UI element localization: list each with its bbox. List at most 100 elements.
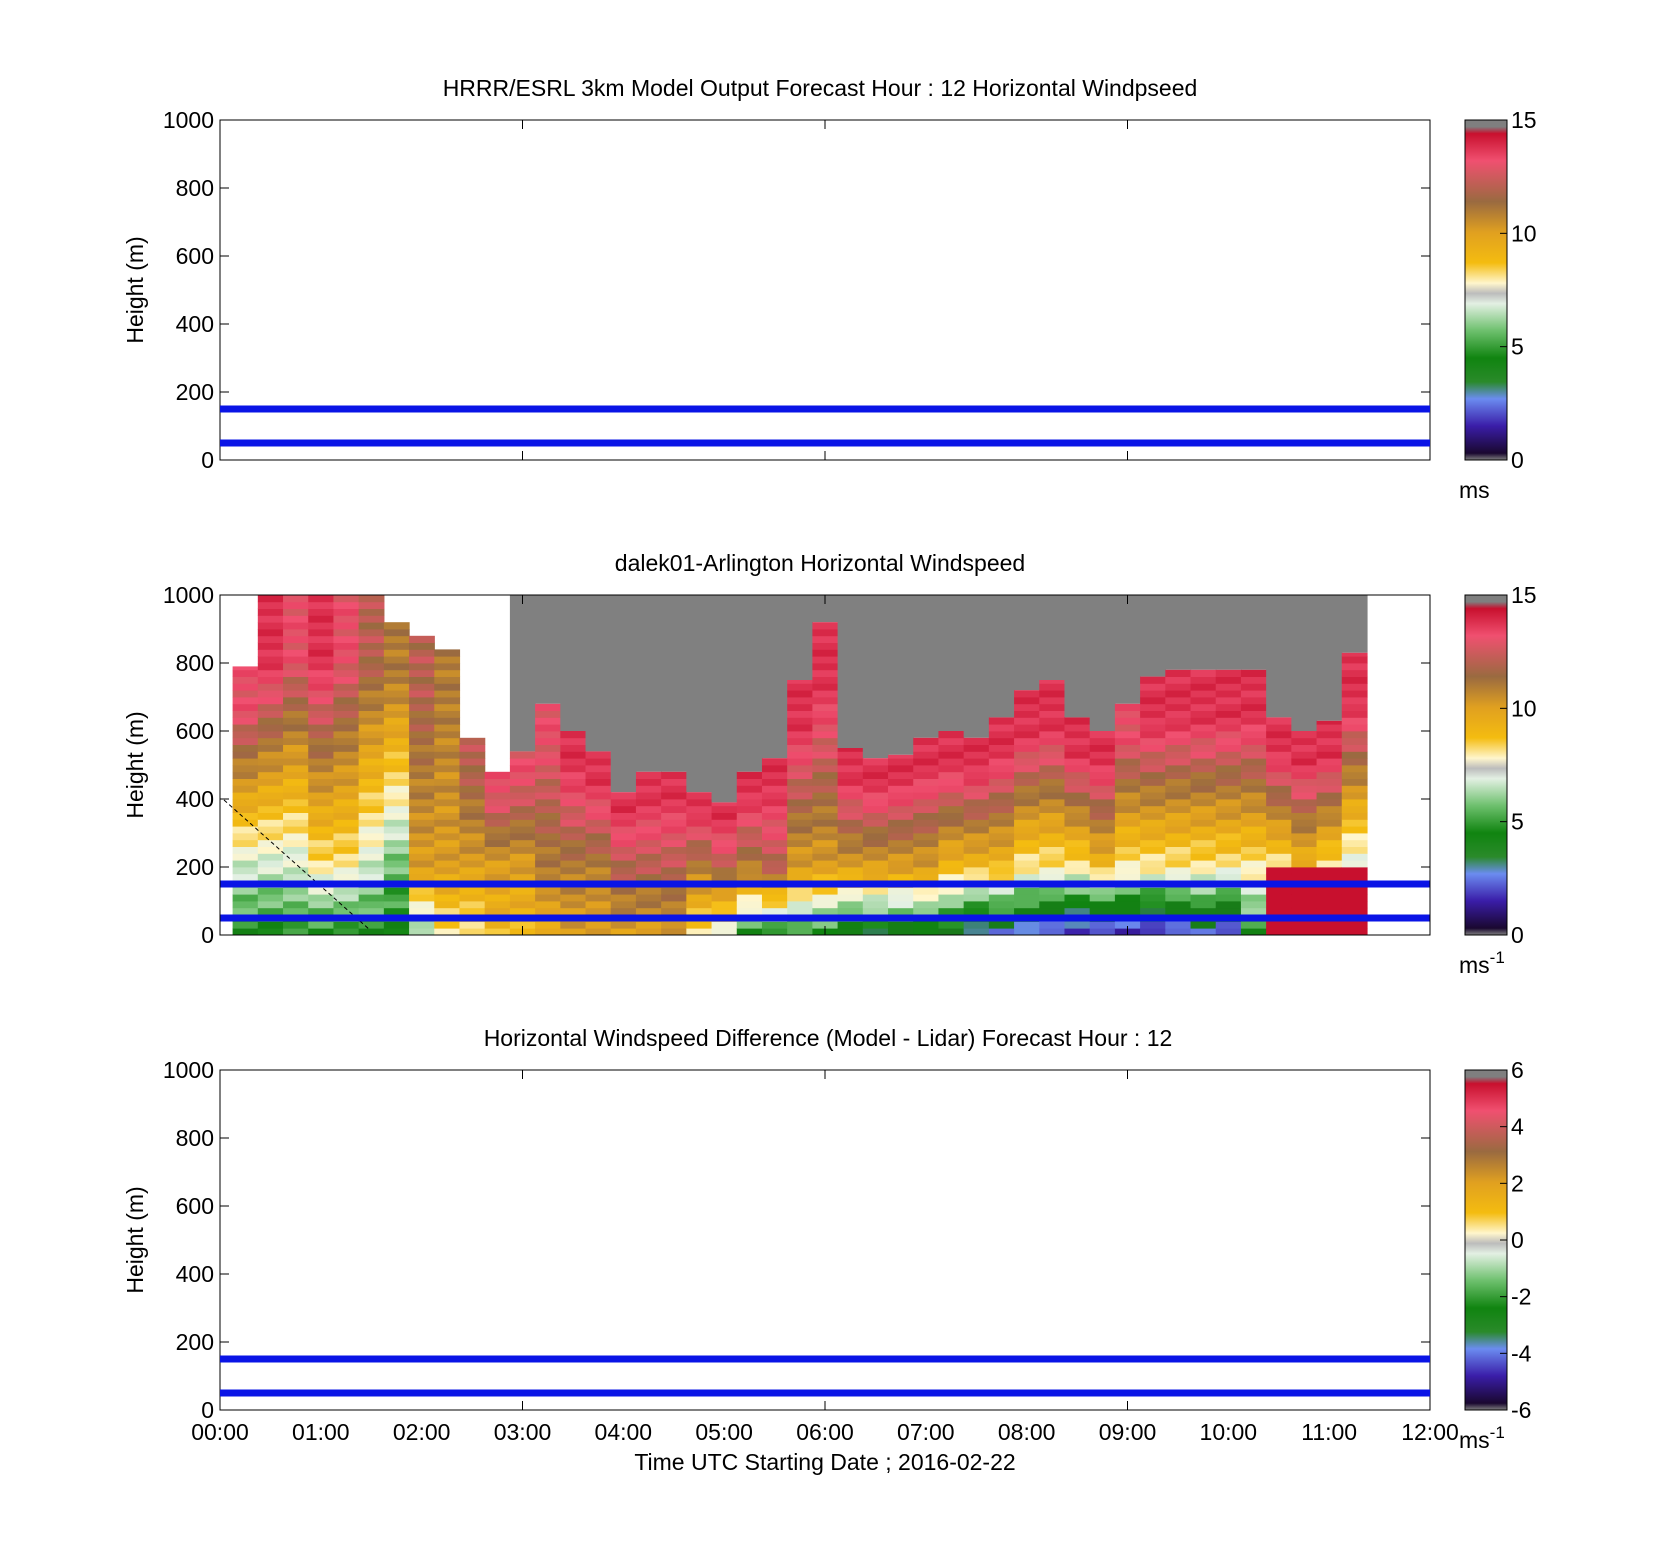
lidar-cell [837, 867, 864, 875]
lidar-cell [257, 669, 284, 677]
panel-model-reference-lines [220, 405, 1430, 447]
lidar-cell [635, 928, 662, 936]
lidar-cell [358, 765, 385, 773]
lidar-cell [283, 928, 309, 936]
lidar-cell [1215, 846, 1242, 854]
lidar-cell [1114, 894, 1141, 902]
lidar-cell [1240, 710, 1267, 718]
lidar-cell [1341, 703, 1368, 711]
colorbar-tick-label: -2 [1511, 1284, 1531, 1310]
lidar-cell [308, 833, 335, 841]
lidar-cell [1140, 771, 1166, 779]
lidar-cell [635, 921, 662, 929]
lidar-cell [1089, 805, 1116, 813]
lidar-cell [761, 771, 788, 779]
lidar-cell [963, 778, 990, 786]
lidar-cell [409, 887, 435, 895]
lidar-cell [383, 676, 410, 684]
lidar-cell [862, 846, 889, 854]
lidar-cell [1291, 921, 1318, 929]
lidar-cell [711, 812, 738, 820]
lidar-cell [283, 601, 309, 609]
lidar-cell [358, 710, 385, 718]
lidar-cell [1266, 901, 1292, 909]
lidar-cell [333, 805, 360, 813]
lidar-cell [1291, 833, 1318, 841]
lidar-cell [761, 826, 788, 834]
lidar-cell [232, 737, 259, 745]
lidar-cell [1064, 921, 1091, 929]
lidar-cell [484, 819, 511, 827]
lidar-cell [1165, 853, 1192, 861]
lidar-cell [459, 737, 486, 745]
lidar-cell [686, 826, 713, 834]
lidar-cell [610, 819, 637, 827]
lidar-cell [635, 887, 662, 895]
lidar-cell [736, 873, 763, 881]
lidar-cell [1291, 894, 1318, 902]
lidar-cell [1215, 928, 1242, 936]
lidar-cell [1190, 669, 1217, 677]
lidar-cell [1291, 826, 1318, 834]
lidar-cell [257, 853, 284, 861]
lidar-cell [963, 887, 990, 895]
lidar-cell [434, 812, 461, 820]
lidar-cell [283, 629, 309, 637]
lidar-cell [1039, 765, 1066, 773]
lidar-cell [862, 758, 889, 766]
lidar-cell [1240, 819, 1267, 827]
lidar-cell [711, 833, 738, 841]
lidar-cell [1291, 744, 1318, 752]
lidar-cell [1039, 867, 1066, 875]
lidar-cell [988, 771, 1015, 779]
lidar-cell [1240, 669, 1267, 677]
lidar-cell [409, 744, 435, 752]
lidar-cell [812, 758, 839, 766]
lidar-cell [1266, 860, 1292, 868]
lidar-cell [333, 703, 360, 711]
lidar-cell [1291, 928, 1318, 936]
lidar-cell [434, 676, 461, 684]
lidar-cell [1014, 894, 1040, 902]
lidar-cell [1114, 799, 1141, 807]
lidar-cell [610, 860, 637, 868]
lidar-cell [761, 887, 788, 895]
lidar-cell [1039, 887, 1066, 895]
lidar-cell [888, 785, 914, 793]
lidar-cell [308, 608, 335, 616]
lidar-cell [812, 771, 839, 779]
lidar-cell [383, 710, 410, 718]
lidar-cell [358, 676, 385, 684]
lidar-cell [1190, 853, 1217, 861]
lidar-cell [1240, 887, 1267, 895]
lidar-cell [1190, 907, 1217, 915]
lidar-cell [812, 629, 839, 637]
lidar-cell [988, 737, 1015, 745]
lidar-cell [1089, 887, 1116, 895]
lidar-cell [963, 907, 990, 915]
lidar-cell [308, 758, 335, 766]
lidar-cell [1014, 765, 1040, 773]
lidar-cell [736, 901, 763, 909]
lidar-cell [736, 894, 763, 902]
y-tick-label: 600 [176, 243, 214, 269]
lidar-cell [1014, 907, 1040, 915]
lidar-cell [257, 724, 284, 732]
lidar-cell [308, 771, 335, 779]
lidar-cell [283, 676, 309, 684]
lidar-cell [736, 853, 763, 861]
lidar-cell [1064, 799, 1091, 807]
lidar-cell [383, 846, 410, 854]
lidar-cell [1291, 839, 1318, 847]
lidar-cell [661, 819, 687, 827]
lidar-cell [711, 894, 738, 902]
lidar-cell [333, 846, 360, 854]
lidar-cell [409, 697, 435, 705]
lidar-cell [888, 812, 914, 820]
lidar-cell [888, 921, 914, 929]
lidar-cell [1190, 737, 1217, 745]
lidar-cell [787, 839, 813, 847]
lidar-cell [661, 887, 687, 895]
lidar-cell [1165, 839, 1192, 847]
